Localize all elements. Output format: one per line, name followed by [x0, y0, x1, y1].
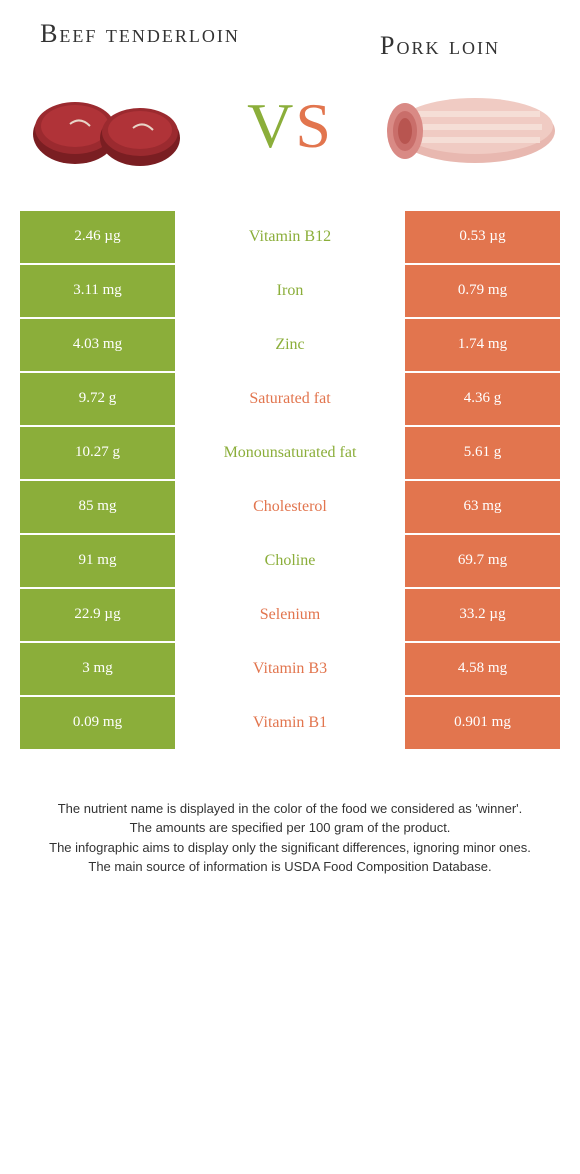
right-value: 0.53 µg	[405, 211, 560, 263]
table-row: 3.11 mgIron0.79 mg	[20, 265, 560, 317]
left-value: 3 mg	[20, 643, 175, 695]
left-value: 10.27 g	[20, 427, 175, 479]
footer-line-1: The nutrient name is displayed in the co…	[30, 799, 550, 819]
right-value: 0.79 mg	[405, 265, 560, 317]
left-value: 4.03 mg	[20, 319, 175, 371]
nutrient-name: Cholesterol	[175, 481, 405, 533]
beef-image	[20, 71, 200, 181]
right-value: 1.74 mg	[405, 319, 560, 371]
nutrient-name: Choline	[175, 535, 405, 587]
right-value: 4.58 mg	[405, 643, 560, 695]
nutrient-name: Iron	[175, 265, 405, 317]
left-value: 2.46 µg	[20, 211, 175, 263]
table-row: 0.09 mgVitamin B10.901 mg	[20, 697, 560, 749]
left-value: 3.11 mg	[20, 265, 175, 317]
right-value: 4.36 g	[405, 373, 560, 425]
vs-s: S	[295, 90, 333, 161]
left-value: 22.9 µg	[20, 589, 175, 641]
table-row: 4.03 mgZinc1.74 mg	[20, 319, 560, 371]
nutrient-name: Vitamin B3	[175, 643, 405, 695]
footer-line-4: The main source of information is USDA F…	[30, 857, 550, 877]
table-row: 2.46 µgVitamin B120.53 µg	[20, 211, 560, 263]
table-row: 91 mgCholine69.7 mg	[20, 535, 560, 587]
table-row: 10.27 gMonounsaturated fat5.61 g	[20, 427, 560, 479]
footer-line-3: The infographic aims to display only the…	[30, 838, 550, 858]
left-value: 9.72 g	[20, 373, 175, 425]
table-row: 85 mgCholesterol63 mg	[20, 481, 560, 533]
left-value: 91 mg	[20, 535, 175, 587]
pork-image	[380, 71, 560, 181]
nutrient-name: Vitamin B1	[175, 697, 405, 749]
right-value: 69.7 mg	[405, 535, 560, 587]
right-food-title: Pork loin	[340, 32, 540, 61]
nutrient-name: Saturated fat	[175, 373, 405, 425]
nutrient-name: Zinc	[175, 319, 405, 371]
right-value: 33.2 µg	[405, 589, 560, 641]
table-row: 22.9 µgSelenium33.2 µg	[20, 589, 560, 641]
right-value: 5.61 g	[405, 427, 560, 479]
footer-notes: The nutrient name is displayed in the co…	[0, 799, 580, 877]
table-row: 9.72 gSaturated fat4.36 g	[20, 373, 560, 425]
right-value: 0.901 mg	[405, 697, 560, 749]
left-value: 85 mg	[20, 481, 175, 533]
footer-line-2: The amounts are specified per 100 gram o…	[30, 818, 550, 838]
right-value: 63 mg	[405, 481, 560, 533]
vs-v: V	[247, 90, 295, 161]
nutrient-name: Monounsaturated fat	[175, 427, 405, 479]
nutrient-table: 2.46 µgVitamin B120.53 µg3.11 mgIron0.79…	[20, 211, 560, 749]
table-row: 3 mgVitamin B34.58 mg	[20, 643, 560, 695]
vs-label: VS	[247, 89, 333, 163]
nutrient-name: Vitamin B12	[175, 211, 405, 263]
nutrient-name: Selenium	[175, 589, 405, 641]
left-value: 0.09 mg	[20, 697, 175, 749]
left-food-title: Beef tenderloin	[40, 20, 240, 49]
